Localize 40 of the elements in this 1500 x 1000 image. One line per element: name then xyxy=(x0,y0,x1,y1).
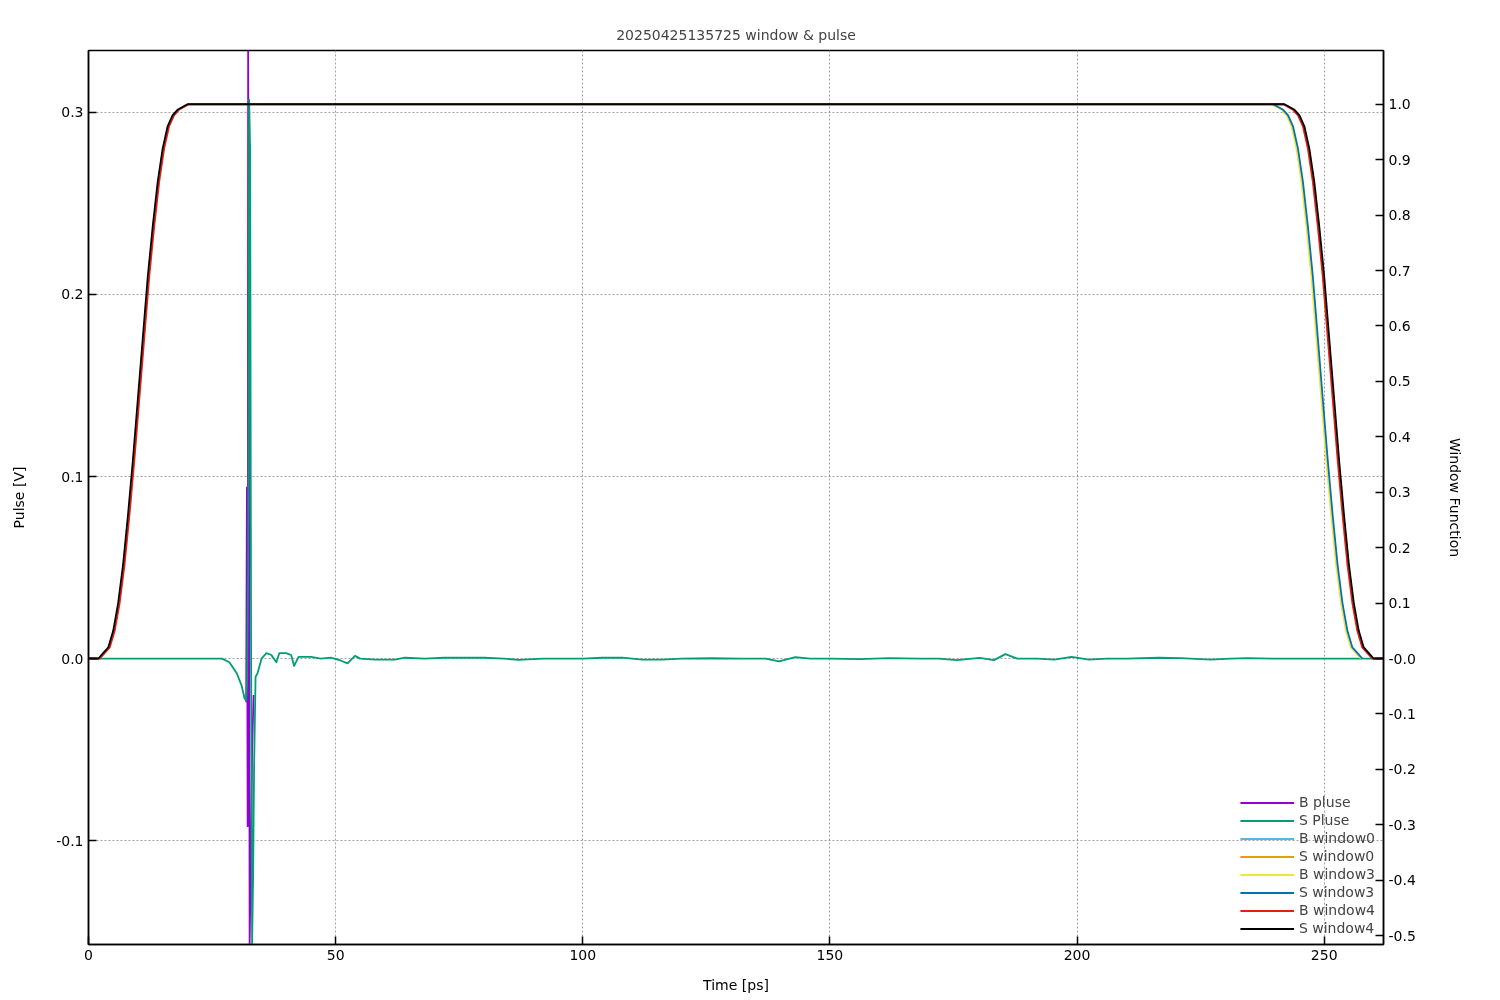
y2-tick-label: 0.8 xyxy=(1388,207,1411,224)
y-tick-label: 0.3 xyxy=(61,104,84,121)
y2-tick-label: -0.1 xyxy=(1388,705,1416,722)
y-tick-label: -0.1 xyxy=(56,832,84,849)
x-tick-label: 250 xyxy=(1310,946,1338,963)
y-tick-label: 0.0 xyxy=(61,650,84,667)
x-axis-title: Time [ps] xyxy=(702,976,769,993)
y2-tick-label: 0.7 xyxy=(1388,262,1411,279)
y-axis-title: Pulse [V] xyxy=(11,466,28,529)
y2-tick-label: -0.4 xyxy=(1388,872,1416,889)
x-tick-label: 200 xyxy=(1063,946,1091,963)
y2-tick-label: 0.3 xyxy=(1388,484,1411,501)
chart-title: 20250425135725 window & pulse xyxy=(616,26,856,43)
legend-label: B window4 xyxy=(1298,902,1375,918)
y2-tick-label: -0.0 xyxy=(1388,650,1416,667)
legend-label: S window0 xyxy=(1298,848,1375,864)
legend-label: S window4 xyxy=(1298,920,1375,936)
legend-label: B pluse xyxy=(1298,794,1351,810)
y2-tick-label: 0.6 xyxy=(1388,317,1411,334)
legend-label: B window3 xyxy=(1298,866,1375,882)
y-tick-label: 0.1 xyxy=(61,468,84,485)
line-series xyxy=(245,50,255,945)
y2-axis-title: Window Function xyxy=(1446,437,1463,558)
y-tick-label: 0.2 xyxy=(61,286,84,303)
y2-tick-label: -0.2 xyxy=(1388,761,1416,778)
y2-tick-label: 0.9 xyxy=(1388,151,1411,168)
legend-label: S Pluse xyxy=(1298,812,1350,828)
y2-tick-label: 0.5 xyxy=(1388,373,1411,390)
legend-label: S window3 xyxy=(1298,884,1375,900)
y2-tick-label: 0.2 xyxy=(1388,539,1411,556)
x-tick-label: 0 xyxy=(84,946,93,963)
y2-tick-label: -0.3 xyxy=(1388,816,1416,833)
x-tick-label: 100 xyxy=(569,946,597,963)
x-tick-label: 150 xyxy=(816,946,844,963)
y2-tick-label: 1.0 xyxy=(1388,96,1411,113)
legend-label: B window0 xyxy=(1298,830,1375,846)
y2-tick-label: 0.1 xyxy=(1388,595,1411,612)
y2-tick-label: -0.5 xyxy=(1388,927,1416,944)
x-tick-label: 50 xyxy=(326,946,345,963)
y2-tick-label: 0.4 xyxy=(1388,428,1411,445)
